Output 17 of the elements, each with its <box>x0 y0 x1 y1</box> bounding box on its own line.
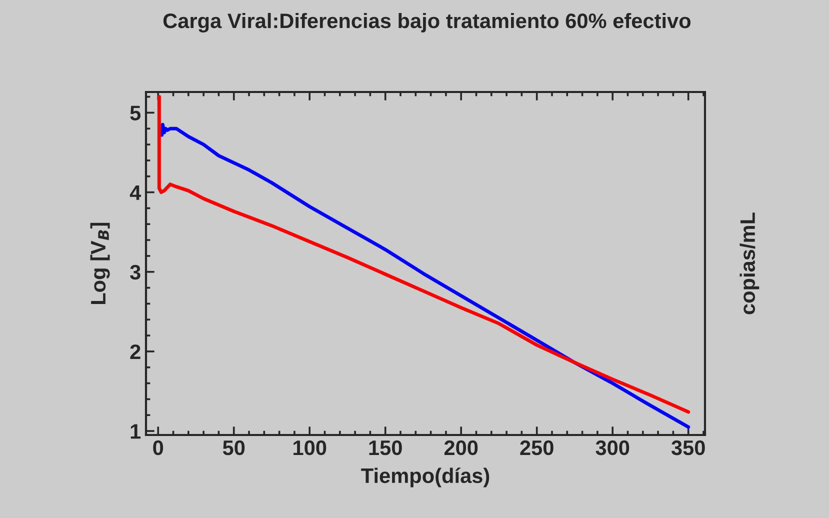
y-axis-title: Log [V$_{B}$] <box>90 222 110 304</box>
y-tick-label: 2 <box>130 344 140 359</box>
x-tick-label: 0 <box>153 440 164 456</box>
x-axis-title: Tiempo(días) <box>361 468 490 488</box>
y-tick-label: 1 <box>130 424 141 439</box>
x-tick-label: 50 <box>222 440 245 456</box>
y2-axis-title: copias/mL <box>740 212 760 314</box>
chart-title: Carga Viral:Diferencias bajo tratamiento 60% efectivo <box>163 12 691 32</box>
x-tick-label: 200 <box>444 440 478 456</box>
x-tick-label: 100 <box>294 440 326 456</box>
y-tick-label: 4 <box>130 185 142 200</box>
y-tick-label: 3 <box>130 264 140 280</box>
y-tick-label: 5 <box>130 106 141 120</box>
x-tick-label: 250 <box>520 440 554 456</box>
x-tick-label: 300 <box>596 440 630 456</box>
x-tick-label: 150 <box>369 440 402 456</box>
x-tick-label: 350 <box>671 440 705 456</box>
